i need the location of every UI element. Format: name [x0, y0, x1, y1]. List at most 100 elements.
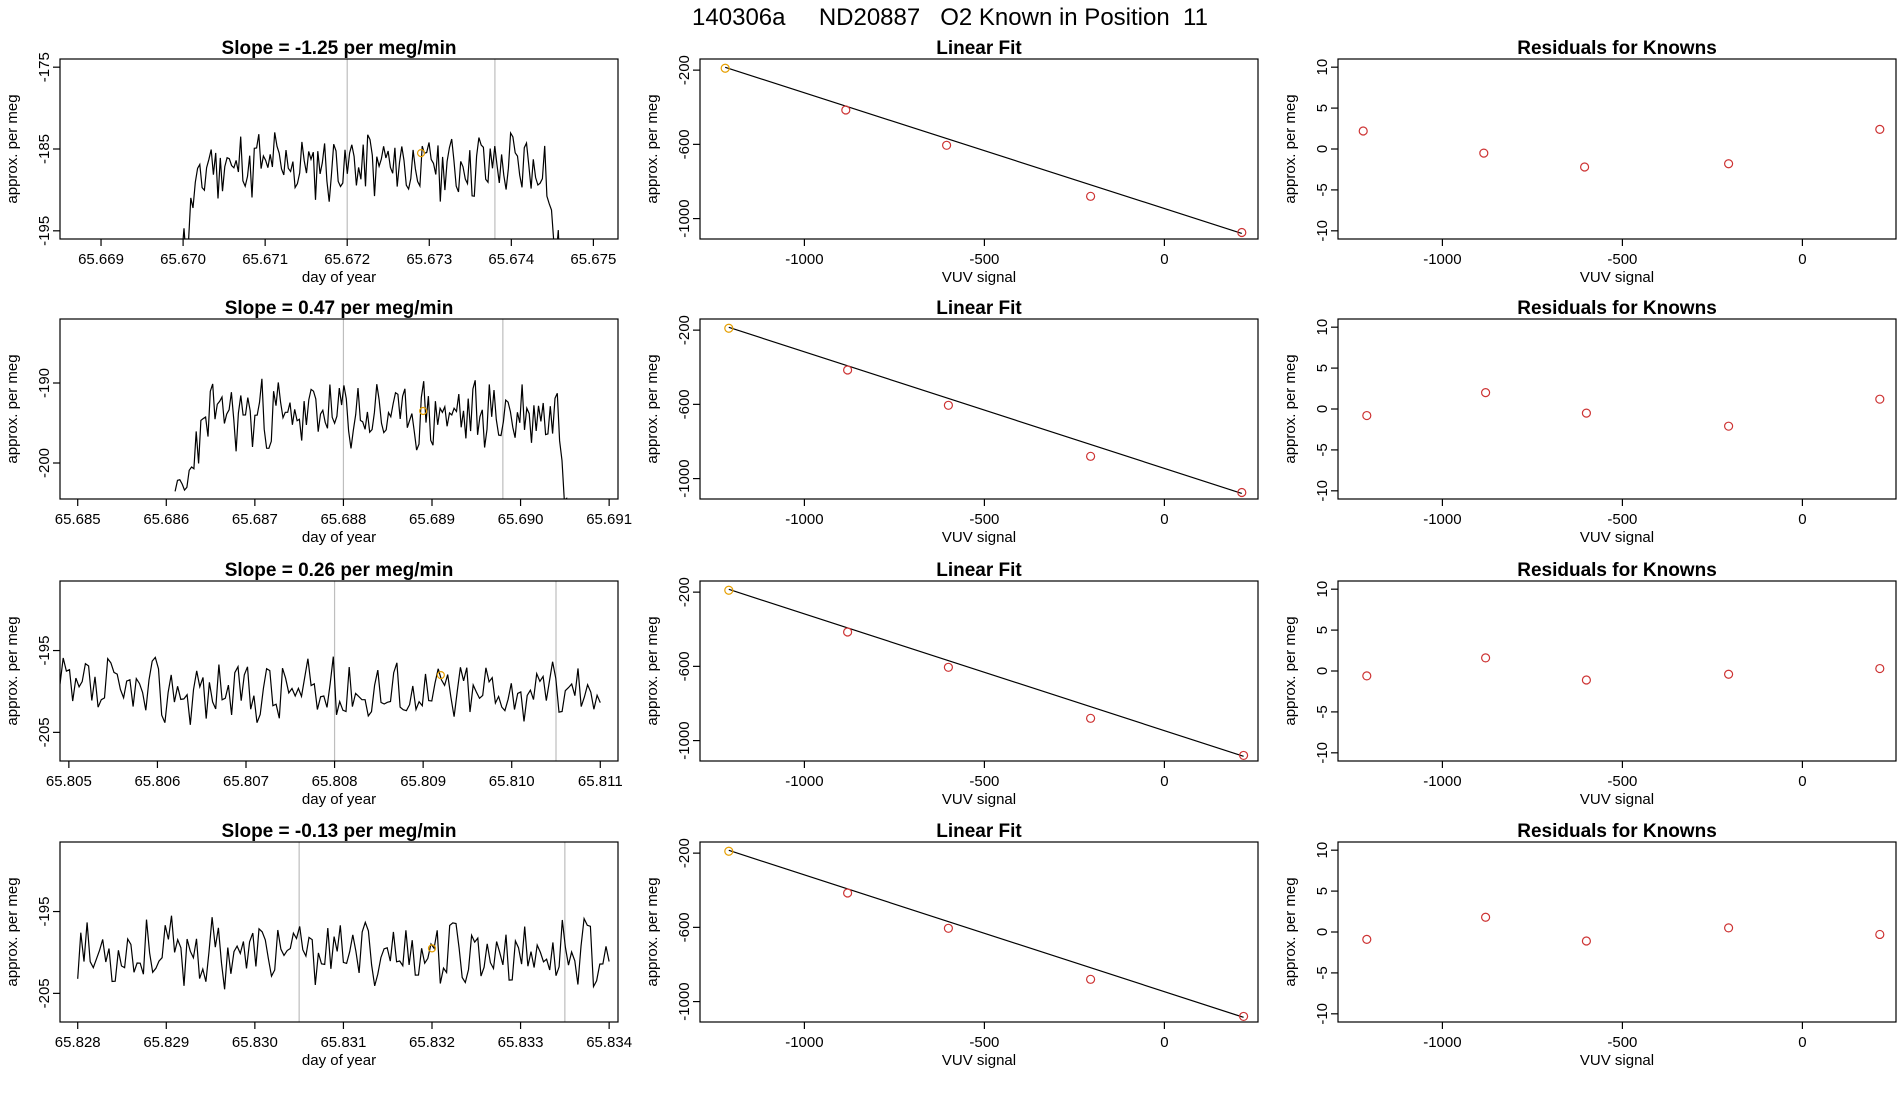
panel-title: Residuals for Knowns: [1517, 560, 1717, 581]
x-tick-label: 65.832: [409, 1034, 455, 1051]
fit-line: [725, 66, 1242, 235]
x-tick-label: 65.828: [55, 1034, 101, 1051]
data-layer: [182, 130, 560, 239]
y-tick-label: -1000: [676, 982, 693, 1020]
x-tick-label: -500: [1607, 773, 1637, 790]
x-tick-label: -1000: [1423, 1034, 1461, 1051]
data-point: [943, 662, 954, 672]
data-point: [1723, 923, 1734, 933]
y-tick-label: 5: [1314, 104, 1331, 112]
y-tick-label: -195: [36, 897, 53, 927]
y-tick-label: -205: [36, 717, 53, 747]
x-tick-label: 65.669: [78, 251, 124, 268]
x-tick-label: 0: [1798, 511, 1806, 528]
data-point: [841, 105, 851, 115]
y-tick-label: 0: [1314, 928, 1331, 936]
series-line: [60, 656, 601, 725]
panel-title: Linear Fit: [936, 560, 1022, 581]
x-tick-label: 65.805: [46, 773, 92, 790]
data-point: [1362, 410, 1372, 421]
y-tick-label: 10: [1314, 581, 1331, 598]
x-tick-label: 65.673: [406, 251, 452, 268]
y-tick-label: 5: [1314, 887, 1331, 895]
x-tick-label: 65.674: [488, 251, 534, 268]
x-tick-label: 65.833: [498, 1034, 544, 1051]
y-tick-label: -600: [676, 389, 693, 419]
panel-title: Slope = 0.26 per meg/min: [225, 560, 454, 581]
x-axis-label: VUV signal: [1580, 1052, 1654, 1069]
panel-r1-c2: Linear Fit -1000 -500 0 VUV signal -200 -600 -1…: [644, 38, 1259, 286]
panel-r3-c1: Slope = 0.26 per meg/min 65.805 65.806 65.8…: [4, 560, 623, 808]
data-point: [941, 140, 952, 150]
y-tick-label: -10: [1314, 742, 1331, 764]
x-axis-label: day of year: [302, 269, 376, 286]
y-tick-label: -200: [676, 577, 693, 607]
plot-box: [1337, 318, 1897, 500]
panel-r3-c2: Linear Fit -1000 -500 0 VUV signal -200 -600 -1…: [644, 560, 1259, 808]
x-tick-label: -500: [969, 1034, 999, 1051]
x-tick-label: -500: [1607, 1034, 1637, 1051]
data-layer: [1362, 912, 1885, 946]
panel-r1-c1: Slope = -1.25 per meg/min 65.669 65.670 65.…: [4, 38, 619, 286]
plot-box: [59, 841, 619, 1023]
data-layer: [724, 585, 1249, 761]
data-point: [1723, 159, 1734, 169]
y-axis-label: approx. per meg: [1282, 354, 1299, 463]
panel-title: Linear Fit: [936, 821, 1022, 842]
y-axis-label: approx. per meg: [1282, 877, 1299, 986]
x-axis-label: VUV signal: [942, 529, 1016, 546]
data-point: [1723, 421, 1734, 431]
y-axis-label: approx. per meg: [1282, 616, 1299, 725]
x-axis-label: VUV signal: [1580, 269, 1654, 286]
plot-box: [699, 580, 1259, 762]
y-tick-label: 0: [1314, 405, 1331, 413]
x-axis-label: VUV signal: [1580, 529, 1654, 546]
x-axis-label: VUV signal: [942, 269, 1016, 286]
data-point: [1479, 148, 1489, 158]
x-tick-label: 65.670: [160, 251, 206, 268]
panel-title: Linear Fit: [936, 298, 1022, 319]
x-tick-label: 65.808: [312, 773, 358, 790]
data-point: [1238, 750, 1249, 761]
x-axis-label: day of year: [302, 791, 376, 808]
x-tick-label: -1000: [785, 251, 823, 268]
data-layer: [1358, 124, 1885, 172]
panel-r4-c2: Linear Fit -1000 -500 0 VUV signal -200 -600 -1…: [644, 821, 1259, 1069]
data-point: [724, 585, 734, 595]
x-tick-label: -500: [969, 251, 999, 268]
x-tick-label: 0: [1160, 251, 1168, 268]
panel-r2-c2: Linear Fit -1000 -500 0 VUV signal -200 -600 -1…: [644, 298, 1259, 546]
x-tick-label: 0: [1798, 1034, 1806, 1051]
y-tick-label: 0: [1314, 145, 1331, 153]
y-tick-label: -200: [676, 838, 693, 868]
mean-marker: [436, 670, 445, 680]
data-layer: [174, 378, 568, 499]
panel-title: Slope = -1.25 per meg/min: [222, 38, 457, 59]
fit-line: [728, 849, 1244, 1018]
y-tick-label: -5: [1314, 966, 1331, 979]
data-point: [842, 627, 853, 637]
x-tick-label: 65.806: [134, 773, 180, 790]
data-point: [1581, 936, 1592, 946]
x-tick-label: 65.829: [143, 1034, 189, 1051]
panel-title: Slope = -0.13 per meg/min: [222, 821, 457, 842]
x-tick-label: -1000: [785, 1034, 823, 1051]
data-layer: [1362, 653, 1885, 685]
data-point: [842, 365, 853, 375]
series-line: [182, 130, 560, 239]
x-tick-label: 65.672: [324, 251, 370, 268]
panel-r4-c1: Slope = -0.13 per meg/min 65.828 65.829 65.…: [4, 821, 632, 1069]
y-axis-label: approx. per meg: [644, 354, 661, 463]
data-point: [1085, 451, 1096, 461]
mean-marker: [419, 406, 428, 416]
data-point: [1875, 929, 1885, 940]
plot-box: [59, 318, 619, 500]
x-tick-label: 65.675: [570, 251, 616, 268]
y-tick-label: -5: [1314, 443, 1331, 456]
data-point: [943, 400, 954, 410]
x-tick-label: 0: [1798, 251, 1806, 268]
y-axis-label: approx. per meg: [644, 94, 661, 203]
data-point: [1581, 675, 1592, 685]
y-tick-label: -1000: [676, 199, 693, 237]
plot-box: [1337, 580, 1897, 762]
